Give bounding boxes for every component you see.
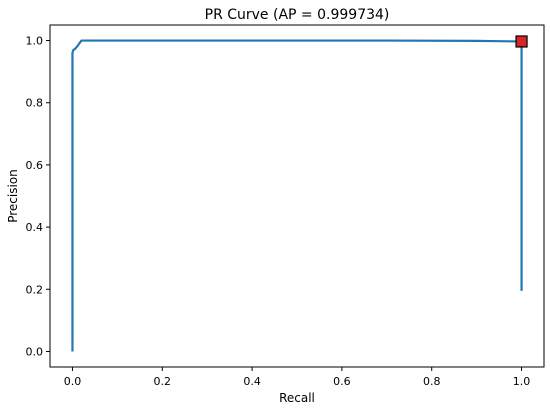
y-tick-label: 0.8 <box>26 97 44 110</box>
x-tick-label: 1.0 <box>513 375 531 388</box>
x-axis-ticks: 0.0 0.2 0.4 0.6 0.8 1.0 <box>64 367 531 388</box>
y-tick-label: 1.0 <box>26 35 44 48</box>
y-tick-label: 0.2 <box>26 283 44 296</box>
chart-title: PR Curve (AP = 0.999734) <box>205 7 390 23</box>
x-tick-label: 0.4 <box>243 375 261 388</box>
plot-area <box>49 24 545 368</box>
marker-layer <box>515 35 528 48</box>
operating-point-marker <box>515 35 528 48</box>
pr-curve-line <box>71 39 523 352</box>
y-tick-label: 0.4 <box>26 221 44 234</box>
x-tick-label: 0.8 <box>423 375 441 388</box>
y-axis-label: Precision <box>6 169 20 223</box>
x-tick-label: 0.0 <box>64 375 82 388</box>
y-tick-label: 0.6 <box>26 159 44 172</box>
axes-frame <box>49 24 545 368</box>
x-axis-label: Recall <box>279 391 315 405</box>
y-axis-ticks: 0.0 0.2 0.4 0.6 0.8 1.0 <box>26 35 50 358</box>
y-tick-label: 0.0 <box>26 345 44 358</box>
series-layer <box>71 39 523 352</box>
x-tick-label: 0.2 <box>154 375 172 388</box>
x-tick-label: 0.6 <box>333 375 351 388</box>
